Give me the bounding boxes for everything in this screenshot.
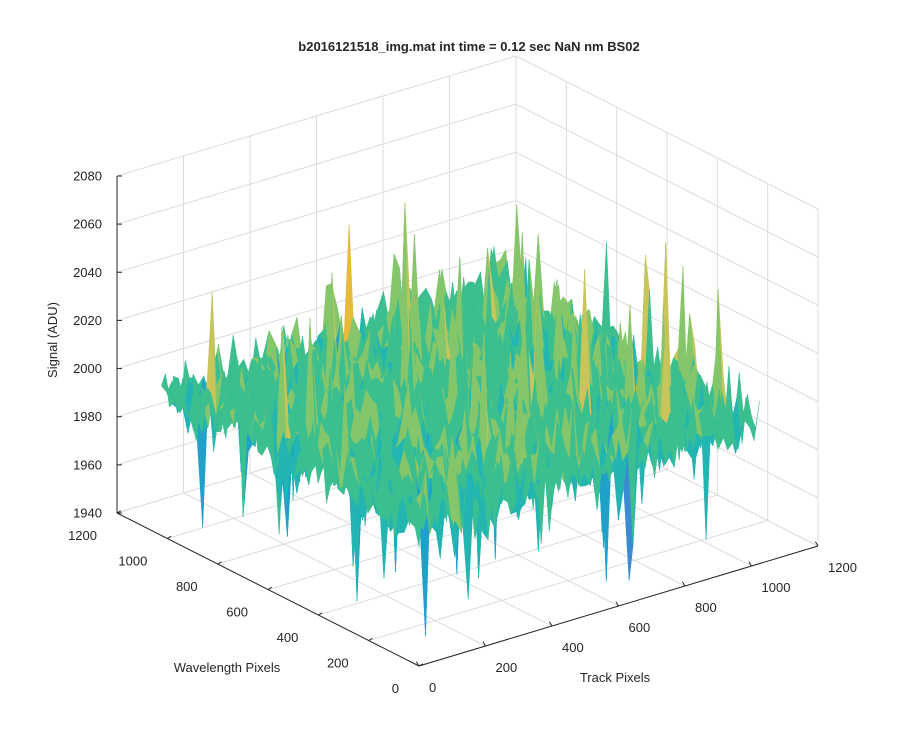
grid-line-z-backwall (116, 151, 517, 273)
x-tick-mark (415, 661, 420, 667)
y-tick-mark (368, 637, 373, 641)
grid-line-y-floor (318, 494, 718, 616)
z-axis-label: Signal (ADU) (45, 302, 60, 378)
chart-title: b2016121518_img.mat int time = 0.12 sec … (298, 39, 639, 54)
x-tick-label: 600 (629, 620, 651, 635)
grid-line-y-floor (368, 520, 768, 641)
grid-line-z-sidewall (515, 55, 819, 210)
x-tick-label: 200 (496, 660, 518, 675)
z-tick-label: 2060 (73, 217, 102, 232)
y-tick-mark (217, 561, 222, 565)
x-tick-label: 800 (695, 600, 717, 615)
x-tick-mark (548, 621, 553, 627)
z-tick-label: 2000 (73, 361, 102, 376)
x-tick-label: 0 (429, 680, 436, 695)
y-tick-mark (167, 535, 172, 539)
x-tick-mark (748, 561, 752, 567)
grid-line-z-backwall (116, 103, 517, 225)
x-tick-label: 1000 (762, 580, 791, 595)
y-tick-label: 0 (392, 681, 399, 696)
surface-patch (414, 479, 425, 548)
x-tick-mark (482, 641, 486, 647)
z-tick-label: 2080 (73, 169, 102, 184)
z-tick-label: 1960 (73, 457, 102, 472)
y-tick-label: 800 (176, 579, 198, 594)
z-tick-label: 2040 (73, 265, 102, 280)
grid-line-z-sidewall (515, 103, 819, 258)
grid-line-z-backwall (116, 55, 517, 177)
y-tick-mark (267, 586, 273, 590)
y-axis-label: Wavelength Pixels (174, 660, 281, 675)
surface-plot (161, 202, 760, 636)
y-tick-mark (318, 612, 323, 616)
x-axis-label: Track Pixels (580, 670, 651, 685)
y-tick-label: 1200 (68, 528, 97, 543)
y-tick-mark (418, 663, 424, 667)
y-tick-label: 1000 (118, 554, 147, 569)
grid-line-z-backwall (116, 248, 517, 370)
y-tick-label: 200 (327, 656, 349, 671)
x-tick-label: 1200 (828, 560, 857, 575)
grid-line-z-backwall (116, 199, 517, 321)
y-tick-label: 600 (226, 605, 248, 620)
grid-line-z-sidewall (515, 151, 819, 306)
x-tick-mark (615, 601, 619, 607)
axis-ticks: 0 200 400 600 800 1000 1200 0 200 400 600 800 1000 12… (68, 169, 857, 697)
x-tick-mark (814, 541, 819, 547)
z-tick-label: 1980 (73, 409, 102, 424)
x-tick-mark (681, 581, 686, 587)
y-tick-label: 400 (277, 630, 299, 645)
z-tick-label: 2020 (73, 313, 102, 328)
x-tick-label: 400 (562, 640, 584, 655)
z-tick-label: 1940 (73, 506, 102, 521)
